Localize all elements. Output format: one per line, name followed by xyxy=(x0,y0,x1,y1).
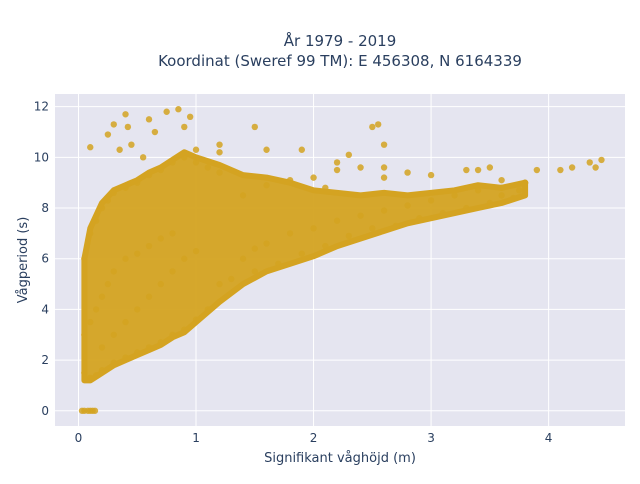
data-point xyxy=(586,159,593,166)
y-tick-label: 0 xyxy=(41,404,49,418)
chart-title-line-2: Koordinat (Sweref 99 TM): E 456308, N 61… xyxy=(158,52,522,70)
y-tick-label: 10 xyxy=(34,150,49,164)
data-point xyxy=(91,407,99,414)
y-tick-label: 4 xyxy=(41,302,49,316)
data-point xyxy=(427,171,435,179)
data-point xyxy=(380,164,388,171)
data-point xyxy=(380,174,388,181)
data-point xyxy=(263,146,270,153)
data-point xyxy=(374,121,382,128)
x-axis-title: Signifikant våghöjd (m) xyxy=(264,451,416,466)
data-point xyxy=(333,159,341,166)
data-point xyxy=(463,166,470,174)
x-tick-label: 3 xyxy=(427,431,435,445)
data-point xyxy=(568,164,576,171)
dense-point-cloud xyxy=(81,149,529,384)
data-point xyxy=(124,123,132,131)
data-point xyxy=(128,141,135,148)
data-point xyxy=(110,121,117,128)
y-tick-label: 12 xyxy=(34,100,49,114)
y-tick-label: 2 xyxy=(41,353,49,367)
data-point xyxy=(557,166,564,174)
data-point xyxy=(87,144,94,151)
data-point xyxy=(251,123,258,131)
data-point xyxy=(122,111,129,118)
data-point xyxy=(116,146,123,153)
data-point xyxy=(181,123,188,131)
x-tick-label: 2 xyxy=(310,431,318,445)
data-point xyxy=(345,151,353,159)
data-point xyxy=(310,174,317,181)
data-point xyxy=(216,141,223,148)
data-point xyxy=(145,116,153,123)
data-point xyxy=(486,164,494,171)
data-point xyxy=(139,154,147,161)
data-point xyxy=(380,141,388,148)
data-point xyxy=(498,176,505,184)
data-point xyxy=(192,146,200,153)
data-point xyxy=(474,166,482,174)
data-point xyxy=(175,106,182,113)
y-axis-title: Vågperiod (s) xyxy=(16,217,31,304)
data-point xyxy=(533,166,541,174)
data-point xyxy=(592,164,599,171)
y-tick-label: 8 xyxy=(41,201,49,215)
x-tick-label: 0 xyxy=(75,431,83,445)
data-point xyxy=(216,149,223,156)
data-point xyxy=(186,113,194,121)
chart-title-line-1: År 1979 - 2019 xyxy=(284,31,397,50)
data-point xyxy=(298,146,306,153)
y-tick-label: 6 xyxy=(41,252,49,266)
x-tick-label: 4 xyxy=(545,431,553,445)
data-point xyxy=(369,123,376,131)
data-point xyxy=(357,164,364,171)
data-point xyxy=(333,166,341,174)
data-point xyxy=(163,108,170,115)
data-point xyxy=(104,131,112,138)
x-tick-label: 1 xyxy=(192,431,200,445)
data-point xyxy=(151,128,159,136)
data-point xyxy=(598,156,605,164)
data-points xyxy=(78,106,605,414)
data-point xyxy=(404,169,411,176)
